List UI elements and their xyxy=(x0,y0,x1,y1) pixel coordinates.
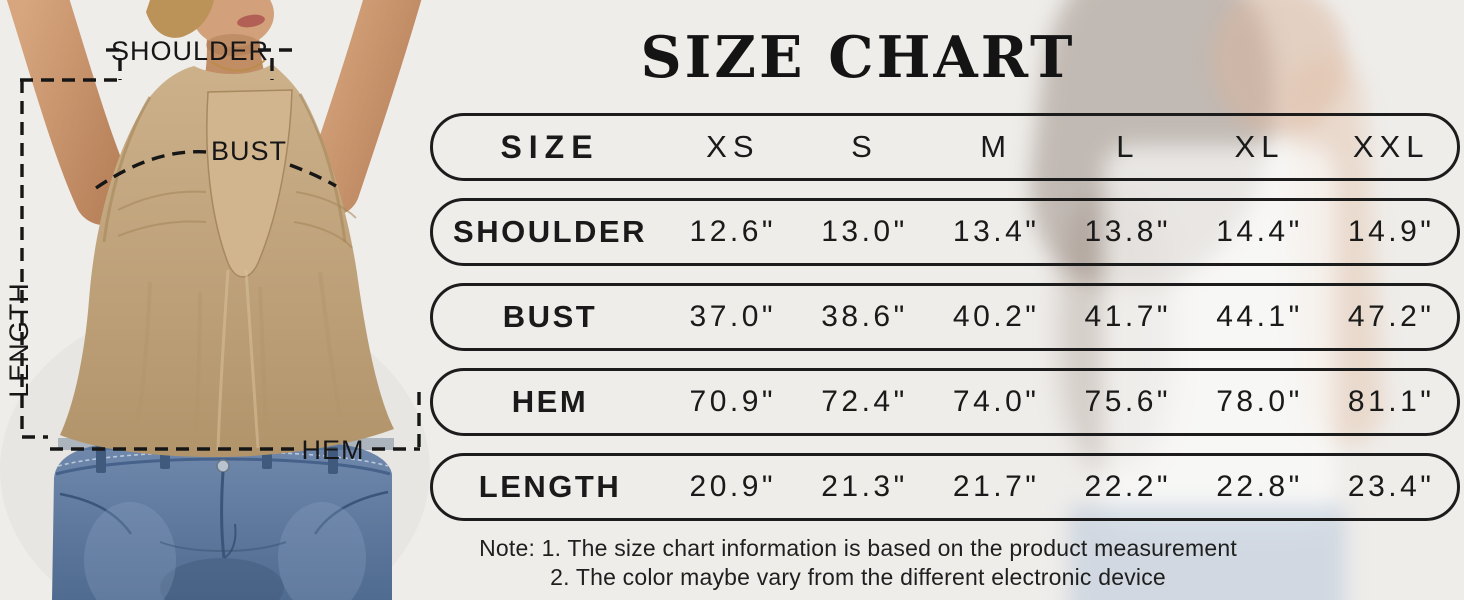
bust-l: 41.7" xyxy=(1084,300,1172,333)
column-header-s: S xyxy=(851,129,878,164)
notes: Note: 1. The size chart information is b… xyxy=(430,534,1286,592)
hem-s: 72.4" xyxy=(821,385,908,418)
hem-xxl: 81.1" xyxy=(1347,385,1435,418)
bust-s: 38.6" xyxy=(821,300,908,333)
length-s: 21.3" xyxy=(821,470,908,503)
size-table: SIZE XS S M L XL XXL SHOULDER 12.6" 13.0… xyxy=(430,113,1460,538)
model-jeans xyxy=(52,438,394,600)
row-label: LENGTH xyxy=(478,469,622,504)
page-title: SIZE CHART xyxy=(640,24,1076,91)
bust-xxl: 47.2" xyxy=(1347,300,1435,333)
shoulder-xl: 14.4" xyxy=(1216,215,1303,248)
bust-xl: 44.1" xyxy=(1216,300,1303,333)
bust-measure-line xyxy=(95,150,209,190)
shoulder-m: 13.4" xyxy=(952,215,1040,248)
column-header-xxl: XXL xyxy=(1352,129,1430,164)
length-xxl: 23.4" xyxy=(1347,470,1435,503)
hem-label: HEM xyxy=(302,435,365,465)
shoulder-xs: 12.6" xyxy=(689,215,777,248)
column-header-size: SIZE xyxy=(500,128,600,165)
column-header-m: M xyxy=(980,129,1013,164)
column-header-l: L xyxy=(1116,129,1140,164)
hem-m: 74.0" xyxy=(952,385,1040,418)
hem-xs: 70.9" xyxy=(689,385,777,418)
note-line-2: 2. The color maybe vary from the differe… xyxy=(550,564,1166,590)
length-l: 22.2" xyxy=(1084,470,1172,503)
length-label: LENGTH xyxy=(4,282,34,398)
length-m: 21.7" xyxy=(952,470,1040,503)
table-row-hem: HEM 70.9" 72.4" 74.0" 75.6" 78.0" 81.1" xyxy=(430,368,1460,436)
column-header-xs: XS xyxy=(706,129,760,164)
product-photo: SHOULDER BUST LENGTH HEM xyxy=(0,0,430,600)
shoulder-l: 13.8" xyxy=(1084,215,1172,248)
row-label: BUST xyxy=(502,299,598,334)
table-row-length: LENGTH 20.9" 21.3" 21.7" 22.2" 22.8" 23.… xyxy=(430,453,1460,521)
measurement-labels: SHOULDER BUST LENGTH HEM xyxy=(4,36,365,465)
hem-xl: 78.0" xyxy=(1216,385,1303,418)
bust-label: BUST xyxy=(211,136,287,166)
length-xs: 20.9" xyxy=(689,470,777,503)
note-line-1: Note: 1. The size chart information is b… xyxy=(479,535,1237,561)
ghost-face xyxy=(1212,0,1347,135)
bust-xs: 37.0" xyxy=(689,300,777,333)
column-header-xl: XL xyxy=(1234,129,1285,164)
bust-m: 40.2" xyxy=(952,300,1040,333)
product-photo-illustration: SHOULDER BUST LENGTH HEM xyxy=(0,0,430,600)
ghost-top-garment xyxy=(1103,145,1335,535)
row-label: SHOULDER xyxy=(453,214,647,249)
table-row-bust: BUST 37.0" 38.6" 40.2" 41.7" 44.1" 47.2" xyxy=(430,283,1460,351)
shoulder-xxl: 14.9" xyxy=(1347,215,1435,248)
size-table-header-row: SIZE XS S M L XL XXL xyxy=(430,113,1460,181)
row-label: HEM xyxy=(511,384,589,419)
length-xl: 22.8" xyxy=(1216,470,1303,503)
table-row-shoulder: SHOULDER 12.6" 13.0" 13.4" 13.8" 14.4" 1… xyxy=(430,198,1460,266)
shoulder-s: 13.0" xyxy=(821,215,908,248)
hem-l: 75.6" xyxy=(1084,385,1172,418)
measurement-annotations xyxy=(20,48,421,451)
shoulder-label: SHOULDER xyxy=(111,36,269,66)
